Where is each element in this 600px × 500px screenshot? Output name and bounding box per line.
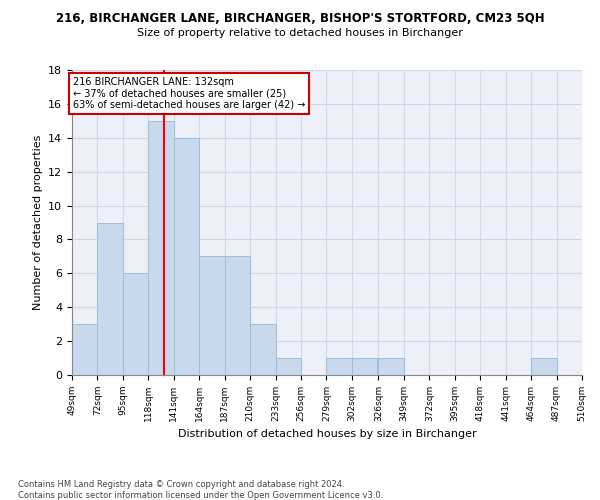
Bar [199,256,224,375]
Bar [275,358,301,375]
Text: Size of property relative to detached houses in Birchanger: Size of property relative to detached ho… [137,28,463,38]
Bar [352,358,377,375]
Bar [97,222,123,375]
Bar [531,358,557,375]
Bar [326,358,352,375]
Text: 216, BIRCHANGER LANE, BIRCHANGER, BISHOP'S STORTFORD, CM23 5QH: 216, BIRCHANGER LANE, BIRCHANGER, BISHOP… [56,12,544,26]
Bar [174,138,199,375]
Bar [379,358,404,375]
Bar [250,324,275,375]
Text: 216 BIRCHANGER LANE: 132sqm
← 37% of detached houses are smaller (25)
63% of sem: 216 BIRCHANGER LANE: 132sqm ← 37% of det… [73,77,305,110]
Bar [224,256,250,375]
Text: Contains HM Land Registry data © Crown copyright and database right 2024.
Contai: Contains HM Land Registry data © Crown c… [18,480,383,500]
Bar [72,324,97,375]
Bar [148,121,174,375]
Y-axis label: Number of detached properties: Number of detached properties [32,135,43,310]
X-axis label: Distribution of detached houses by size in Birchanger: Distribution of detached houses by size … [178,430,476,440]
Bar [123,274,148,375]
